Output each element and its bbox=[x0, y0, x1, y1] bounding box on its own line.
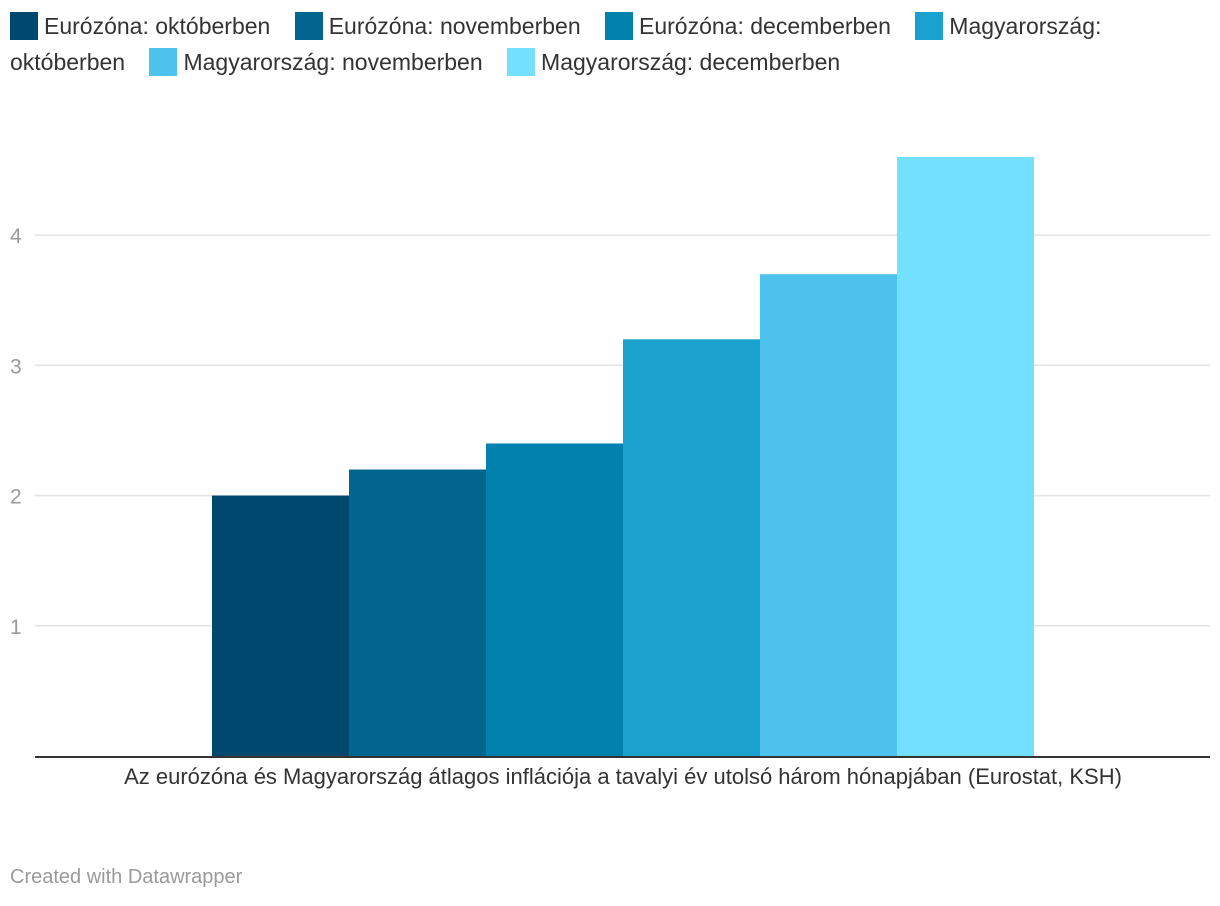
legend-item: Magyarország: novemberben bbox=[149, 48, 483, 76]
bar bbox=[897, 157, 1034, 756]
bar bbox=[486, 443, 623, 756]
legend-label: Eurózóna: októberben bbox=[44, 13, 271, 39]
legend-label: Eurózóna: novemberben bbox=[328, 13, 581, 39]
legend-item: Eurózóna: októberben bbox=[10, 12, 271, 40]
bar bbox=[623, 339, 760, 756]
legend-swatch bbox=[294, 12, 323, 40]
y-tick-label: 3 bbox=[10, 355, 22, 378]
bar bbox=[760, 274, 897, 756]
legend-label: Magyarország: októberben bbox=[10, 13, 1102, 75]
legend-item: Magyarország: októberben bbox=[10, 12, 1102, 75]
legend-swatch bbox=[149, 48, 178, 76]
legend-item: Eurózóna: decemberben bbox=[605, 12, 891, 40]
datawrapper-credit: Created with Datawrapper bbox=[10, 866, 243, 888]
x-axis-label: Az eurózóna és Magyarország átlagos infl… bbox=[124, 764, 1122, 789]
legend-item: Eurózóna: novemberben bbox=[294, 12, 581, 40]
legend-item: Magyarország: decemberben bbox=[507, 48, 841, 76]
y-tick-label: 4 bbox=[10, 225, 22, 248]
legend-label: Magyarország: decemberben bbox=[541, 49, 841, 75]
legend-label: Magyarország: novemberben bbox=[183, 49, 483, 75]
legend-label: Eurózóna: decemberben bbox=[639, 13, 891, 39]
chart-legend: Eurózóna: októberben Eurózóna: novemberb… bbox=[10, 8, 1210, 80]
y-tick-label: 2 bbox=[10, 486, 22, 509]
y-tick-label: 1 bbox=[10, 616, 22, 639]
legend-swatch bbox=[507, 48, 536, 76]
bar bbox=[349, 469, 486, 756]
legend-swatch bbox=[915, 12, 944, 40]
legend-swatch bbox=[605, 12, 633, 40]
bar bbox=[212, 495, 349, 756]
legend-swatch bbox=[10, 12, 38, 40]
